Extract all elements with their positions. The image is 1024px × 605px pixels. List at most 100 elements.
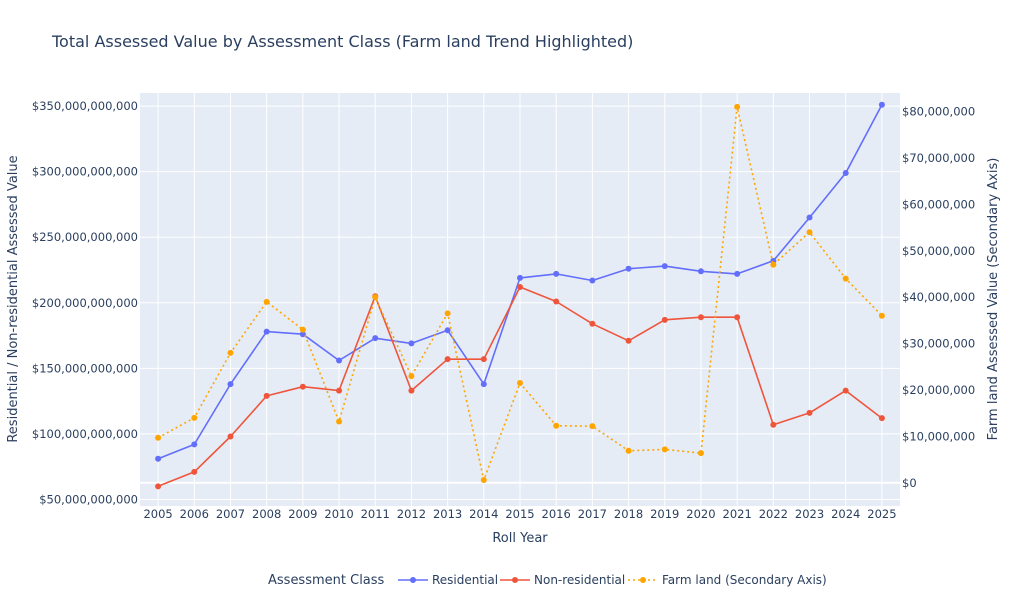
data-point-farm-land-secondary-axis (480, 477, 487, 484)
data-point-non-residential (408, 387, 415, 394)
data-point-non-residential (589, 320, 596, 327)
data-point-farm-land-secondary-axis (661, 446, 668, 453)
data-point-non-residential (191, 468, 198, 475)
data-point-non-residential (155, 483, 162, 490)
data-point-residential (697, 268, 704, 275)
x-axis-ticks: 2005 2006 2007 2008 2009 2010 2011 2012 2013 2014… (143, 507, 896, 521)
data-point-farm-land-secondary-axis (806, 229, 813, 236)
y2-tick-label: $60,000,000 (902, 197, 975, 211)
data-point-farm-land-secondary-axis (734, 103, 741, 110)
data-point-residential (625, 265, 632, 272)
data-point-non-residential (697, 314, 704, 321)
x-tick-label: 2006 (180, 507, 209, 521)
data-point-farm-land-secondary-axis (155, 434, 162, 441)
chart-title: Total Assessed Value by Assessment Class… (51, 32, 633, 51)
data-point-residential (299, 331, 306, 338)
x-tick-label: 2016 (542, 507, 571, 521)
y-tick-label: $100,000,000,000 (32, 427, 138, 441)
data-point-residential (191, 441, 198, 448)
y-axis-ticks: $50,000,000,000 $100,000,000,000 $150,000,… (32, 99, 138, 506)
data-point-non-residential (336, 387, 343, 394)
data-point-farm-land-secondary-axis (589, 423, 596, 430)
data-point-farm-land-secondary-axis (263, 298, 270, 305)
data-point-non-residential (299, 383, 306, 390)
data-point-non-residential (661, 316, 668, 323)
data-point-residential (263, 328, 270, 335)
data-point-farm-land-secondary-axis (372, 294, 379, 301)
data-point-residential (553, 270, 560, 277)
data-point-residential (517, 274, 523, 281)
x-tick-label: 2022 (759, 507, 788, 521)
data-point-residential (878, 101, 885, 108)
data-point-farm-land-secondary-axis (842, 275, 849, 282)
x-tick-label: 2017 (578, 507, 607, 521)
x-tick-label: 2023 (795, 507, 824, 521)
x-tick-label: 2007 (216, 507, 245, 521)
y-tick-label: $300,000,000,000 (32, 165, 138, 179)
y-tick-label: $150,000,000,000 (32, 361, 138, 375)
data-point-non-residential (263, 392, 270, 399)
legend-marker-non-residential (512, 577, 518, 583)
y-tick-label: $200,000,000,000 (32, 296, 138, 310)
data-point-non-residential (444, 356, 451, 363)
x-tick-label: 2012 (397, 507, 426, 521)
data-point-non-residential (480, 356, 487, 363)
data-point-non-residential (770, 421, 777, 428)
x-axis-title: Roll Year (492, 531, 548, 546)
data-point-farm-land-secondary-axis (408, 373, 415, 380)
data-point-residential (444, 327, 451, 334)
y2-tick-label: $80,000,000 (902, 105, 975, 119)
data-point-residential (408, 340, 415, 347)
data-point-residential (806, 214, 813, 221)
data-point-farm-land-secondary-axis (299, 326, 306, 333)
series-layer (155, 101, 885, 490)
data-point-farm-land-secondary-axis (517, 380, 523, 387)
data-point-non-residential (553, 298, 560, 305)
x-tick-label: 2018 (614, 507, 643, 521)
data-point-non-residential (878, 415, 885, 422)
x-tick-label: 2019 (650, 507, 679, 521)
legend-marker-farm-land-secondary-axis (640, 577, 646, 583)
y-axis-title: Residential / Non-residential Assessed V… (6, 155, 21, 442)
data-point-residential (734, 270, 741, 277)
x-tick-label: 2021 (723, 507, 752, 521)
data-point-non-residential (625, 337, 632, 344)
data-point-farm-land-secondary-axis (444, 310, 451, 317)
data-point-non-residential (517, 284, 523, 291)
x-tick-label: 2015 (505, 507, 534, 521)
data-point-farm-land-secondary-axis (336, 418, 343, 425)
x-tick-label: 2014 (469, 507, 498, 521)
x-tick-label: 2020 (686, 507, 715, 521)
legend-items: Residential Non-residential Farm land (Sec… (398, 573, 827, 587)
legend-label-non-residential: Non-residential (534, 573, 625, 587)
data-point-residential (227, 381, 234, 388)
x-tick-label: 2024 (831, 507, 860, 521)
y2-axis-title: Farm land Assessed Value (Secondary Axis… (986, 158, 1001, 441)
y-tick-label: $50,000,000,000 (39, 492, 138, 506)
data-point-non-residential (227, 433, 234, 440)
data-point-residential (480, 381, 487, 388)
y-tick-label: $350,000,000,000 (32, 99, 138, 113)
data-point-non-residential (842, 387, 849, 394)
y2-tick-label: $30,000,000 (902, 337, 975, 351)
legend-title: Assessment Class (268, 573, 385, 588)
y2-tick-label: $70,000,000 (902, 151, 975, 165)
data-point-residential (842, 169, 849, 176)
data-point-farm-land-secondary-axis (191, 414, 198, 421)
x-tick-label: 2009 (288, 507, 317, 521)
y-tick-label: $250,000,000,000 (32, 230, 138, 244)
legend-marker-residential (410, 577, 416, 583)
x-tick-label: 2008 (252, 507, 281, 521)
legend: Assessment Class Residential Non-resident… (268, 573, 827, 588)
y2-tick-label: $20,000,000 (902, 383, 975, 397)
data-point-farm-land-secondary-axis (227, 349, 234, 356)
data-point-farm-land-secondary-axis (625, 447, 632, 454)
legend-label-farm-land-secondary-axis: Farm land (Secondary Axis) (662, 573, 827, 587)
data-point-farm-land-secondary-axis (770, 261, 777, 268)
data-point-non-residential (806, 409, 813, 416)
data-point-farm-land-secondary-axis (878, 312, 885, 319)
data-point-residential (336, 357, 343, 364)
y2-tick-label: $0 (902, 476, 917, 490)
